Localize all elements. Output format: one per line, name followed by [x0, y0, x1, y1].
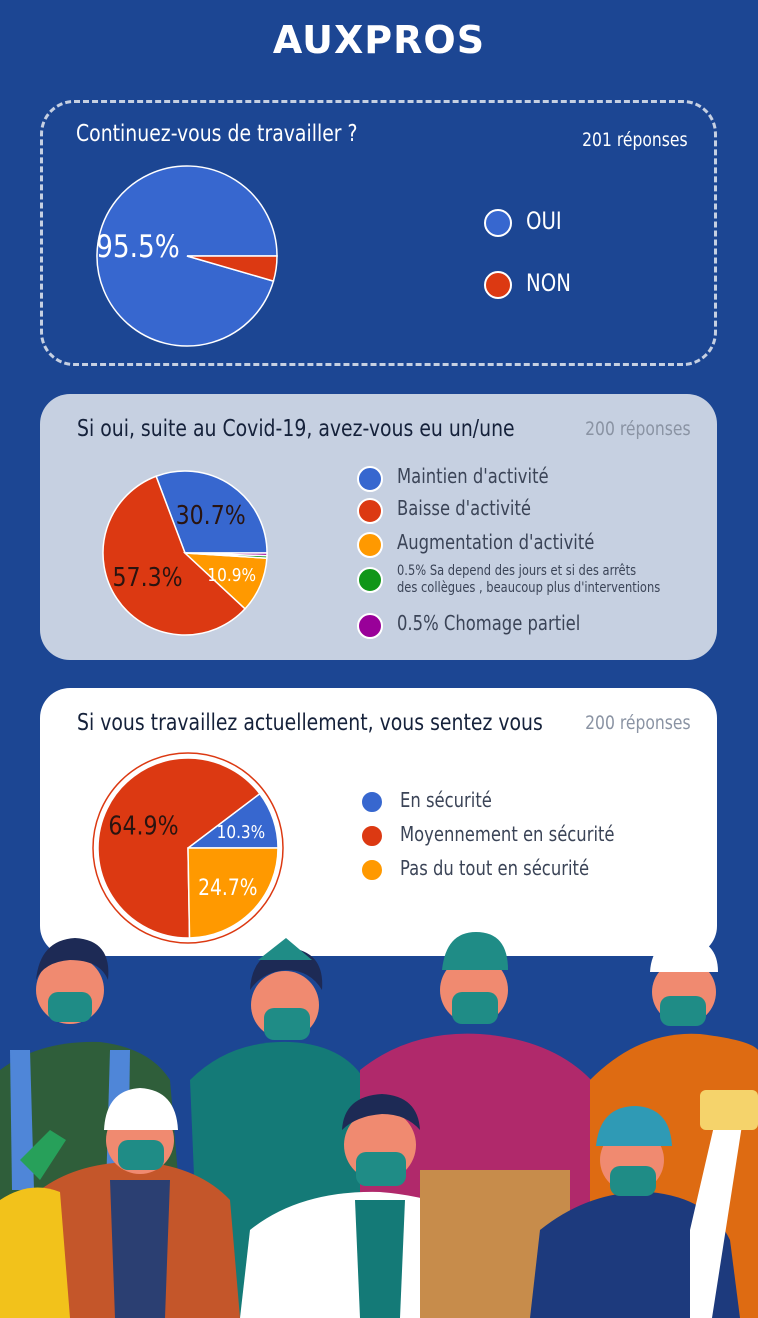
- legend-label-line: Augmentation d'activité: [397, 530, 595, 554]
- pie-data-label: 57.3%: [112, 562, 182, 592]
- pie-outline-ring: [92, 752, 284, 944]
- legend-color-dot: [357, 466, 383, 492]
- legend-label: NON: [526, 269, 571, 297]
- pie-chart-safety-feeling: 10.3% 64.9% 24.7%: [92, 752, 284, 944]
- legend-color-dot: [357, 532, 383, 558]
- legend-color-dot: [357, 567, 383, 593]
- pie-slice-pas-du-tout-en-securite: [187, 847, 279, 939]
- legend-color-dot: [360, 858, 384, 882]
- legend-color-dot: [357, 613, 383, 639]
- legend-label: Baisse d'activité: [397, 496, 531, 520]
- survey-card-safety-feeling: Si vous travaillez actuellement, vous se…: [40, 688, 717, 956]
- legend-label-line: Moyennement en sécurité: [400, 822, 615, 846]
- legend-label: 0.5% Sa depend des jours et si des arrêt…: [397, 563, 660, 597]
- pie-data-label: 24.7%: [198, 875, 257, 901]
- pie-slice-moyennement-en-securite: [97, 757, 261, 939]
- survey-card-continue-working: Continuez-vous de travailler ? 201 répon…: [40, 100, 717, 366]
- pie-chart-continue-working: 95.5%: [96, 165, 278, 347]
- legend-label: Augmentation d'activité: [397, 530, 594, 554]
- pie-data-label: 64.9%: [108, 811, 178, 841]
- pie-slice-non: [186, 255, 278, 283]
- pie-slice-baisse-d-activite: [102, 475, 247, 636]
- survey-card-covid-activity: Si oui, suite au Covid-19, avez-vous eu …: [40, 394, 717, 660]
- legend-label-line: NON: [526, 269, 571, 297]
- pie-slice-maintien-d-activite: [155, 470, 268, 554]
- legend-color-dot: [484, 209, 512, 237]
- legend-label-line: Baisse d'activité: [397, 496, 532, 520]
- legend-label: OUI: [526, 207, 562, 235]
- pie-data-label: 10.3%: [217, 821, 266, 843]
- response-count: 200 réponses: [585, 418, 691, 440]
- pie-data-label: 30.7%: [176, 500, 246, 530]
- legend-label: Pas du tout en sécurité: [400, 856, 589, 880]
- legend-label: Moyennement en sécurité: [400, 822, 615, 846]
- legend-label: En sécurité: [400, 788, 492, 812]
- legend-label-line: OUI: [526, 207, 562, 235]
- legend-label-line: Pas du tout en sécurité: [400, 856, 590, 880]
- legend-label-line: 0.5% Chomage partiel: [397, 611, 581, 635]
- legend-label: Maintien d'activité: [397, 464, 549, 488]
- response-count: 201 réponses: [582, 129, 688, 151]
- legend-label-line: des collègues , beaucoup plus d'interven…: [397, 580, 661, 596]
- pie-chart-covid-activity: 30.7% 57.3% 10.9%: [102, 470, 268, 636]
- question-title: Continuez-vous de travailler ?: [76, 121, 358, 147]
- pie-data-label: 95.5%: [96, 228, 180, 265]
- workers-illustration: [0, 932, 758, 1318]
- legend-label-line: En sécurité: [400, 788, 492, 812]
- legend-color-dot: [360, 824, 384, 848]
- pie-data-label: 10.9%: [207, 564, 256, 586]
- legend-label: 0.5% Chomage partiel: [397, 611, 580, 635]
- question-title: Si oui, suite au Covid-19, avez-vous eu …: [77, 416, 515, 442]
- response-count: 200 réponses: [585, 712, 691, 734]
- legend-color-dot: [360, 790, 384, 814]
- legend-label-line: Maintien d'activité: [397, 464, 549, 488]
- auxpros-logo: AUXPROS: [272, 18, 486, 62]
- question-title: Si vous travaillez actuellement, vous se…: [77, 710, 543, 736]
- legend-color-dot: [484, 271, 512, 299]
- legend-label-line: 0.5% Sa depend des jours et si des arrêt…: [397, 563, 637, 579]
- pie-slice-0-5-chomage-partiel: [184, 552, 268, 557]
- legend-color-dot: [357, 498, 383, 524]
